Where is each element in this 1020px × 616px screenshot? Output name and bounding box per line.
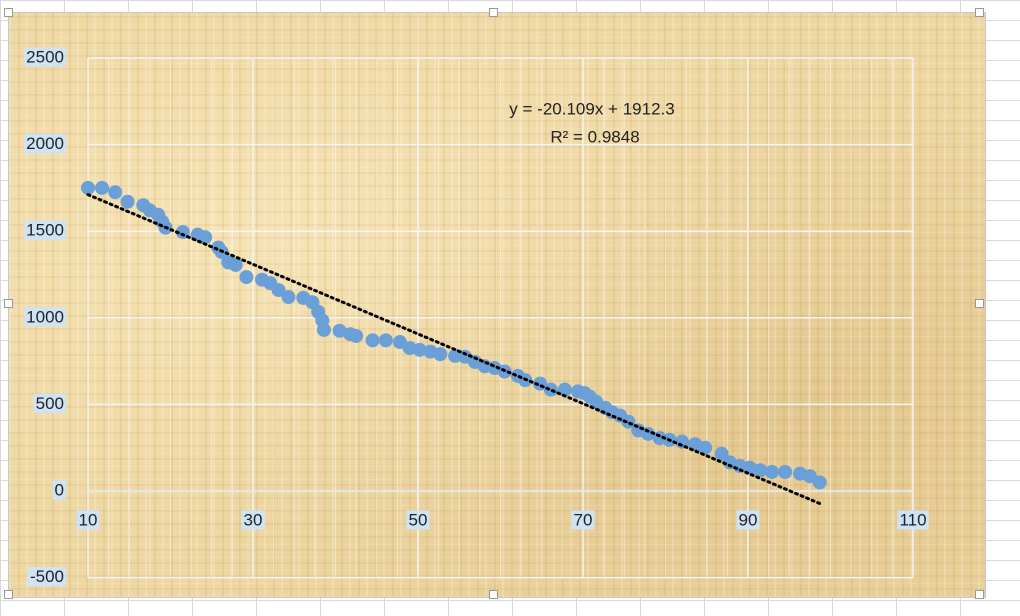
- resize-handle[interactable]: [4, 299, 13, 308]
- tick-label-highlight: [33, 393, 66, 413]
- tick-label-highlight: [736, 510, 760, 530]
- data-point: [698, 440, 713, 455]
- resize-handle[interactable]: [489, 8, 498, 17]
- tick-label-highlight: [76, 510, 100, 530]
- data-point: [433, 347, 448, 362]
- resize-handle[interactable]: [4, 8, 13, 17]
- data-point: [120, 194, 135, 209]
- resize-handle[interactable]: [975, 299, 984, 308]
- tick-label-highlight: [897, 510, 929, 530]
- x-tick-label: 10: [79, 510, 98, 529]
- tick-label-highlight: [406, 510, 430, 530]
- data-point: [81, 180, 95, 195]
- tick-label-highlight: [27, 567, 66, 587]
- resize-handle[interactable]: [4, 590, 13, 599]
- data-point: [557, 382, 572, 397]
- tick-label-highlight: [24, 307, 66, 327]
- data-point: [812, 475, 827, 490]
- data-point: [714, 446, 729, 461]
- y-tick-label: 2000: [26, 134, 64, 153]
- y-tick-label: 1500: [26, 221, 64, 240]
- data-point: [778, 464, 793, 479]
- data-point: [543, 382, 558, 397]
- data-point: [641, 426, 656, 441]
- x-tick-label: 50: [409, 510, 428, 529]
- data-point: [349, 328, 364, 343]
- data-point: [316, 322, 331, 337]
- tick-label-highlight: [24, 47, 66, 67]
- trendline-equation: y = -20.109x + 1912.3: [509, 99, 674, 118]
- tick-label-highlight: [241, 510, 265, 530]
- resize-handle[interactable]: [975, 8, 984, 17]
- data-point: [332, 323, 347, 338]
- tick-label-highlight: [52, 480, 66, 500]
- resize-handle[interactable]: [975, 590, 984, 599]
- data-point: [764, 464, 779, 479]
- data-point: [271, 283, 286, 298]
- y-tick-label: 500: [36, 394, 64, 413]
- data-point: [108, 185, 123, 200]
- data-point: [175, 225, 190, 240]
- y-tick-label: 1000: [26, 307, 64, 326]
- x-tick-label: 110: [899, 510, 926, 529]
- resize-handle[interactable]: [489, 590, 498, 599]
- tick-label-highlight: [24, 220, 66, 240]
- r-squared: R² = 0.9848: [550, 127, 639, 146]
- y-tick-label: -500: [30, 567, 64, 586]
- x-tick-label: 30: [244, 510, 263, 529]
- data-point: [378, 333, 393, 348]
- data-point: [365, 333, 380, 348]
- data-point: [412, 342, 427, 357]
- tick-label-highlight: [571, 510, 595, 530]
- data-point: [281, 290, 296, 305]
- chart-frame[interactable]: [8, 12, 986, 598]
- trendline: [86, 193, 822, 506]
- x-tick-label: 90: [739, 510, 758, 529]
- data-point: [228, 257, 243, 272]
- data-point: [753, 463, 768, 478]
- data-point: [239, 270, 254, 285]
- y-tick-label: 0: [55, 480, 64, 499]
- data-point: [95, 180, 110, 195]
- y-tick-label: 2500: [26, 47, 64, 66]
- tick-label-highlight: [24, 134, 66, 154]
- data-point: [198, 230, 213, 245]
- x-tick-label: 70: [574, 510, 593, 529]
